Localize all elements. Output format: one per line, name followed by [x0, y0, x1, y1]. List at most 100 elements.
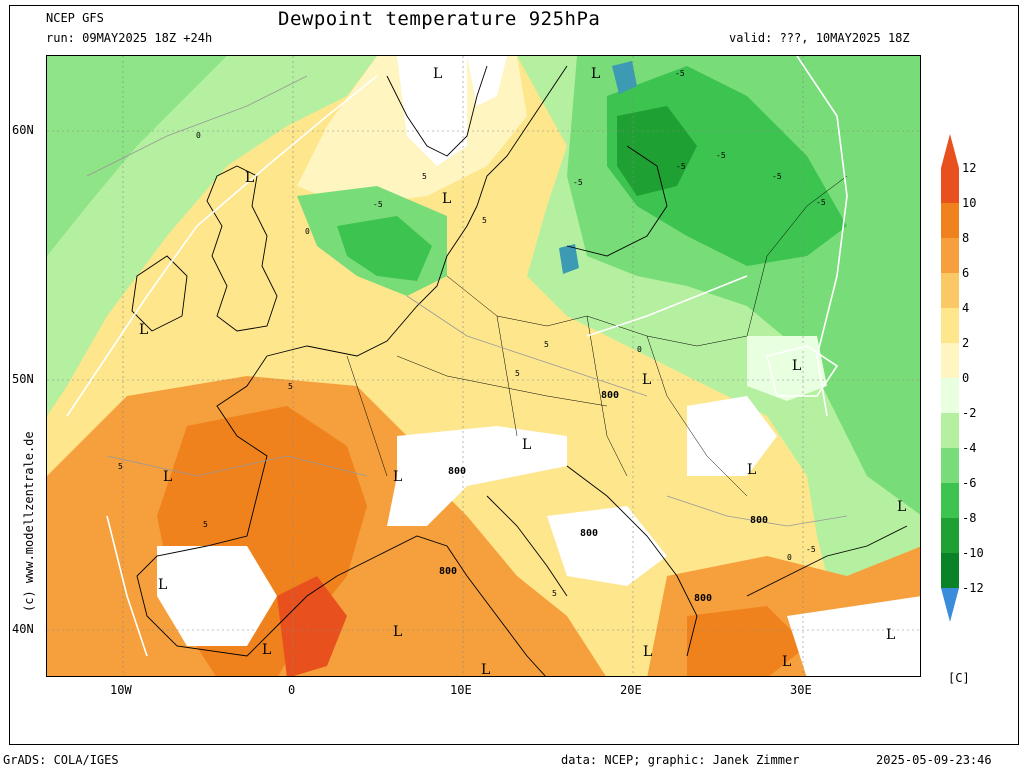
low-marker: L — [163, 469, 173, 485]
lon-label: 30E — [790, 683, 812, 697]
model-name: NCEP GFS — [46, 11, 104, 25]
low-marker: L — [393, 624, 403, 640]
colorbar-label: 10 — [962, 196, 977, 210]
low-marker: L — [522, 437, 532, 453]
contour-label: -5 — [816, 198, 826, 207]
valid-time: valid: ???, 10MAY2025 18Z — [729, 31, 910, 45]
colorbar-segment — [941, 378, 959, 413]
low-marker: L — [747, 462, 757, 478]
colorbar-segment — [941, 343, 959, 378]
lon-label: 0 — [288, 683, 296, 697]
adriatic-east-coast — [566, 465, 698, 657]
colorbar — [941, 134, 959, 622]
contour-label: 5 — [544, 340, 549, 349]
contour-label: 0 — [196, 131, 201, 140]
colorbar-label: 12 — [962, 161, 977, 175]
contour-label: -5 — [806, 545, 816, 554]
ireland-coast — [131, 255, 188, 332]
colorbar-label: 6 — [962, 266, 970, 280]
coastlines — [131, 65, 908, 676]
terrain-label: 800 — [750, 515, 769, 526]
colorbar-label: -10 — [962, 546, 984, 560]
terrain-mask-2 — [467, 56, 507, 106]
cold-spot-1 — [612, 61, 637, 94]
colorbar-label: -8 — [962, 511, 977, 525]
north-sea-dark — [337, 216, 432, 281]
low-marker: L — [139, 322, 149, 338]
contour-label: -5 — [675, 69, 685, 78]
weather-map — [46, 55, 921, 677]
plot-frame — [9, 5, 1019, 745]
colorbar-segment — [941, 553, 959, 588]
colorbar-arrow-bottom — [941, 588, 959, 622]
contour-label: 5 — [515, 369, 520, 378]
low-marker: L — [262, 642, 272, 658]
ukraine-light — [747, 336, 827, 401]
colorbar-segment — [941, 413, 959, 448]
western-europe-coast — [136, 355, 338, 657]
iberia-mask — [157, 546, 277, 646]
carpathian-mask — [687, 396, 777, 476]
colorbar-label: 0 — [962, 371, 970, 385]
baltic-coast — [566, 145, 668, 257]
continent-north-coast — [266, 205, 478, 357]
terrain-mask-1 — [397, 56, 467, 166]
terrain-label: 800 — [601, 390, 620, 401]
lon-label: 10W — [110, 683, 132, 697]
contour-label: 5 — [482, 216, 487, 225]
contour-label: -5 — [772, 172, 782, 181]
med-north-coast — [336, 535, 546, 676]
colorbar-segment — [941, 483, 959, 518]
low-marker: L — [442, 191, 452, 207]
contour-label: -5 — [373, 200, 383, 209]
contour-label: 0 — [305, 227, 310, 236]
colorbar-label: -6 — [962, 476, 977, 490]
contour-label: 5 — [118, 462, 123, 471]
lon-label: 10E — [450, 683, 472, 697]
colorbar-unit: [C] — [948, 671, 970, 685]
colorbar-segment — [941, 238, 959, 273]
colorbar-label: 2 — [962, 336, 970, 350]
colorbar-segment — [941, 203, 959, 238]
italy-coast — [486, 495, 568, 597]
turkey-mask — [787, 596, 920, 676]
map-canvas — [47, 56, 920, 676]
lat-label: 60N — [12, 123, 34, 137]
low-marker: L — [393, 469, 403, 485]
black-sea-coast — [746, 525, 908, 597]
colorbar-segment — [941, 168, 959, 203]
contour-label: 5 — [288, 382, 293, 391]
grads-credit: GrADS: COLA/IGES — [3, 753, 119, 767]
contour-label: -5 — [573, 178, 583, 187]
colorbar-segment — [941, 448, 959, 483]
data-credit: data: NCEP; graphic: Janek Zimmer — [561, 753, 800, 767]
contour-label: 5 — [203, 520, 208, 529]
side-credit: (c) www.modellzentrale.de — [22, 431, 36, 612]
low-marker: L — [481, 662, 491, 678]
low-marker: L — [642, 372, 652, 388]
low-marker: L — [792, 358, 802, 374]
lon-label: 20E — [620, 683, 642, 697]
cold-spot-2 — [559, 244, 579, 274]
contour-label: 5 — [422, 172, 427, 181]
colorbar-segment — [941, 308, 959, 343]
grid-lines — [47, 56, 920, 676]
colorbar-segment — [941, 518, 959, 553]
contour-label: -5 — [716, 151, 726, 160]
grey-isolines — [86, 75, 848, 527]
colorbar-label: -4 — [962, 441, 977, 455]
baltic-dark — [617, 106, 697, 196]
borders — [346, 175, 848, 497]
terrain-label: 800 — [694, 593, 713, 604]
colorbar-label: -2 — [962, 406, 977, 420]
map-title: Dewpoint temperature 925hPa — [278, 8, 601, 30]
colorbar-label: 4 — [962, 301, 970, 315]
run-info: run: 09MAY2025 18Z +24h — [46, 31, 213, 45]
low-marker: L — [897, 499, 907, 515]
colorbar-label: 8 — [962, 231, 970, 245]
terrain-label: 800 — [448, 466, 467, 477]
contour-label: 0 — [787, 553, 792, 562]
denmark-coast — [476, 65, 568, 207]
contour-label: 0 — [637, 345, 642, 354]
low-marker: L — [591, 66, 601, 82]
